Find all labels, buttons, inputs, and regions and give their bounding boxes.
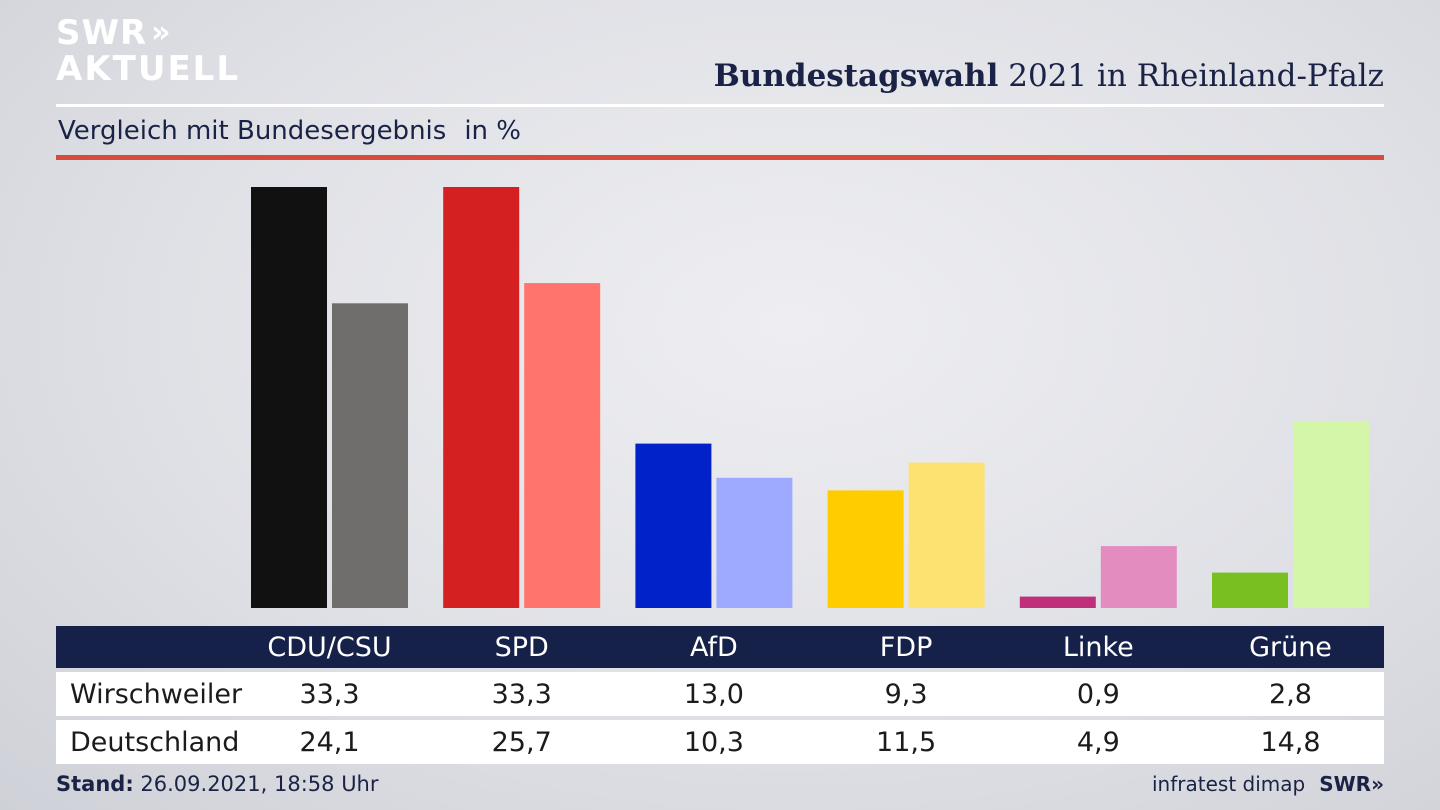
table-cell: 24,1 (299, 726, 360, 758)
subtitle-unit: in % (464, 116, 521, 146)
bar-linke-deutschland (1100, 546, 1177, 608)
bar-gr-ne-deutschland (1293, 420, 1369, 608)
column-header: Grüne (1249, 631, 1332, 663)
bar-afd-deutschland (716, 477, 793, 608)
table-cell: 10,3 (683, 726, 744, 758)
column-header: Linke (1062, 631, 1134, 663)
logo-arrows-icon: » (151, 15, 170, 50)
table-cell: 9,3 (884, 678, 928, 710)
column-header: AfD (689, 631, 738, 663)
title-rest: 2021 in Rheinland-Pfalz (1008, 58, 1384, 94)
chart-subtitle: Vergleich mit Bundesergebnis in % (58, 116, 521, 146)
logo-line1: SWR (56, 13, 148, 53)
table-cell: 13,0 (683, 678, 744, 710)
bar-cdu-csu-wirschweiler (251, 187, 327, 608)
stand-label: Stand: (56, 772, 134, 796)
bar-gr-ne-wirschweiler (1212, 572, 1288, 608)
column-header: SPD (494, 631, 549, 663)
page-title: Bundestagswahl 2021 in Rheinland-Pfalz (714, 58, 1384, 94)
bar-spd-wirschweiler (443, 187, 520, 608)
accent-divider (56, 155, 1384, 160)
title-bold: Bundestagswahl (713, 58, 999, 94)
row-label: Wirschweiler (70, 678, 243, 710)
stand-value: 26.09.2021, 18:58 Uhr (140, 772, 379, 796)
table-cell: 33,3 (491, 678, 552, 710)
source-credit: infratest dimap SWR» (1152, 772, 1384, 796)
bar-spd-deutschland (524, 283, 601, 608)
subtitle-text: Vergleich mit Bundesergebnis (58, 116, 447, 146)
bar-cdu-csu-deutschland (332, 303, 408, 608)
header-divider (56, 104, 1384, 107)
column-header: FDP (879, 631, 933, 663)
source-text: infratest dimap (1152, 772, 1306, 796)
bar-fdp-wirschweiler (827, 490, 904, 608)
table-cell: 2,8 (1269, 678, 1312, 710)
bar-afd-wirschweiler (635, 443, 712, 608)
table-header: CDU/CSU SPD AfD FDP Linke Grüne (56, 626, 1384, 668)
table-cell: 25,7 (491, 726, 552, 758)
table-cell: 11,5 (876, 726, 937, 758)
bar-linke-wirschweiler (1019, 596, 1096, 608)
table-row: Wirschweiler 33,3 33,3 13,0 9,3 0,9 2,8 (56, 672, 1384, 716)
swr-aktuell-logo: SWR» AKTUELL (56, 16, 240, 86)
table-cell: 4,9 (1076, 726, 1120, 758)
results-table: CDU/CSU SPD AfD FDP Linke Grüne Wirschweiler … (56, 626, 1384, 764)
table-cell: 0,9 (1076, 678, 1120, 710)
table-cell: 14,8 (1260, 726, 1321, 758)
column-header: CDU/CSU (267, 631, 392, 663)
swr-footer-logo: SWR» (1319, 772, 1384, 796)
timestamp: Stand: 26.09.2021, 18:58 Uhr (56, 772, 379, 796)
logo-line2: AKTUELL (56, 49, 241, 89)
bar-fdp-deutschland (908, 462, 985, 608)
table-row: Deutschland 24,1 25,7 10,3 11,5 4,9 14,8 (56, 720, 1384, 764)
table-cell: 33,3 (299, 678, 360, 710)
row-label: Deutschland (70, 726, 240, 758)
